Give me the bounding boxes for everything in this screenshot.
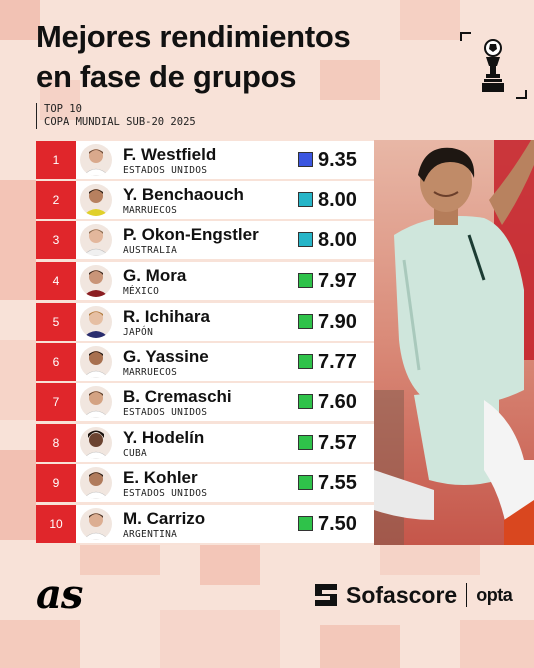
player-name: Y. Hodelín: [123, 428, 205, 447]
table-row: 3 P. Okon-Engstler AUSTRALIA 8.00: [36, 221, 374, 259]
rating-color-swatch: [298, 394, 313, 409]
logo-separator: [466, 583, 468, 607]
table-row: 9 E. Kohler ESTADOS UNIDOS 7.55: [36, 464, 374, 502]
bg-tile: [160, 610, 280, 668]
rating-color-swatch: [298, 475, 313, 490]
title-line-2: en fase de grupos: [36, 59, 297, 94]
player-rating: 8.00: [318, 189, 357, 211]
player-name: Y. Benchaouch: [123, 185, 244, 204]
rank-badge: 9: [36, 464, 76, 502]
avatar: [80, 184, 112, 216]
avatar: [80, 508, 112, 540]
player-name: F. Westfield: [123, 145, 217, 164]
title-line-1: Mejores rendimientos: [36, 19, 351, 54]
opta-logo: opta: [476, 585, 513, 605]
bg-tile: [380, 545, 480, 575]
avatar: [80, 265, 112, 297]
bg-tile: [0, 450, 36, 540]
table-row: 6 G. Yassine MARRUECOS 7.77: [36, 343, 374, 381]
avatar: [80, 346, 112, 378]
bg-tile: [0, 620, 80, 668]
player-rating: 7.90: [318, 311, 357, 333]
featured-player-photo: [374, 140, 534, 545]
rank-badge: 1: [36, 141, 76, 179]
rank-badge: 2: [36, 181, 76, 219]
rating-color-swatch: [298, 152, 313, 167]
bg-tile: [200, 545, 260, 585]
rank-badge: 8: [36, 424, 76, 462]
player-name: B. Cremaschi: [123, 387, 232, 406]
table-row: 2 Y. Benchaouch MARRUECOS 8.00: [36, 181, 374, 219]
player-country: ARGENTINA: [123, 529, 178, 540]
table-row: 8 Y. Hodelín CUBA 7.57: [36, 424, 374, 462]
avatar: [80, 427, 112, 459]
table-row: 5 R. Ichihara JAPÓN 7.90: [36, 303, 374, 341]
player-country: JAPÓN: [123, 327, 154, 338]
player-country: ESTADOS UNIDOS: [123, 165, 208, 176]
bg-tile: [0, 340, 36, 420]
avatar: [80, 144, 112, 176]
player-country: MARRUECOS: [123, 367, 178, 378]
player-rating: 7.60: [318, 391, 357, 413]
player-country: CUBA: [123, 448, 148, 459]
table-row: 4 G. Mora MÉXICO 7.97: [36, 262, 374, 300]
avatar: [80, 306, 112, 338]
rank-badge: 6: [36, 343, 76, 381]
rank-badge: 4: [36, 262, 76, 300]
rating-color-swatch: [298, 314, 313, 329]
player-rating: 7.97: [318, 270, 357, 292]
player-name: G. Yassine: [123, 347, 209, 366]
player-rating: 8.00: [318, 229, 357, 251]
player-rating: 7.55: [318, 472, 357, 494]
bg-tile: [80, 545, 160, 575]
table-row: 10 M. Carrizo ARGENTINA 7.50: [36, 505, 374, 543]
rating-color-swatch: [298, 354, 313, 369]
rating-color-swatch: [298, 232, 313, 247]
sofascore-logo: Sofascore: [346, 582, 458, 608]
player-name: P. Okon-Engstler: [123, 225, 259, 244]
top-label: TOP 10: [44, 103, 82, 115]
page-title: Mejores rendimientos en fase de grupos: [36, 17, 351, 97]
avatar: [80, 467, 112, 499]
subtitle-block: TOP 10 COPA MUNDIAL SUB-20 2025: [36, 103, 196, 129]
trophy-icon: [460, 32, 527, 99]
rank-badge: 5: [36, 303, 76, 341]
rank-badge: 10: [36, 505, 76, 543]
rating-color-swatch: [298, 192, 313, 207]
player-rating: 7.57: [318, 432, 357, 454]
as-logo: as: [36, 571, 83, 618]
player-country: AUSTRALIA: [123, 245, 178, 256]
player-country: ESTADOS UNIDOS: [123, 407, 208, 418]
player-rating: 7.50: [318, 513, 357, 535]
player-rating: 7.77: [318, 351, 357, 373]
bg-tile: [0, 0, 40, 40]
rating-color-swatch: [298, 516, 313, 531]
player-country: MARRUECOS: [123, 205, 178, 216]
avatar: [80, 386, 112, 418]
avatar: [80, 224, 112, 256]
rating-color-swatch: [298, 273, 313, 288]
sponsor-logos: Sofascore opta: [313, 580, 513, 610]
table-row: 1 F. Westfield ESTADOS UNIDOS 9.35: [36, 141, 374, 179]
rank-badge: 7: [36, 383, 76, 421]
bg-tile: [400, 0, 460, 40]
rating-color-swatch: [298, 435, 313, 450]
bg-tile: [0, 180, 36, 300]
player-name: M. Carrizo: [123, 509, 206, 528]
player-name: G. Mora: [123, 266, 187, 285]
bg-tile: [40, 80, 80, 120]
bg-tile: [320, 60, 380, 100]
player-name: E. Kohler: [123, 468, 198, 487]
sofascore-icon: [315, 584, 337, 606]
player-country: MÉXICO: [123, 286, 160, 297]
bg-tile: [320, 625, 400, 668]
competition-label: COPA MUNDIAL SUB-20 2025: [44, 116, 196, 128]
table-row: 7 B. Cremaschi ESTADOS UNIDOS 7.60: [36, 383, 374, 421]
bg-tile: [460, 620, 534, 668]
player-country: ESTADOS UNIDOS: [123, 488, 208, 499]
rank-badge: 3: [36, 221, 76, 259]
player-name: R. Ichihara: [123, 307, 210, 326]
player-rating: 9.35: [318, 149, 357, 171]
